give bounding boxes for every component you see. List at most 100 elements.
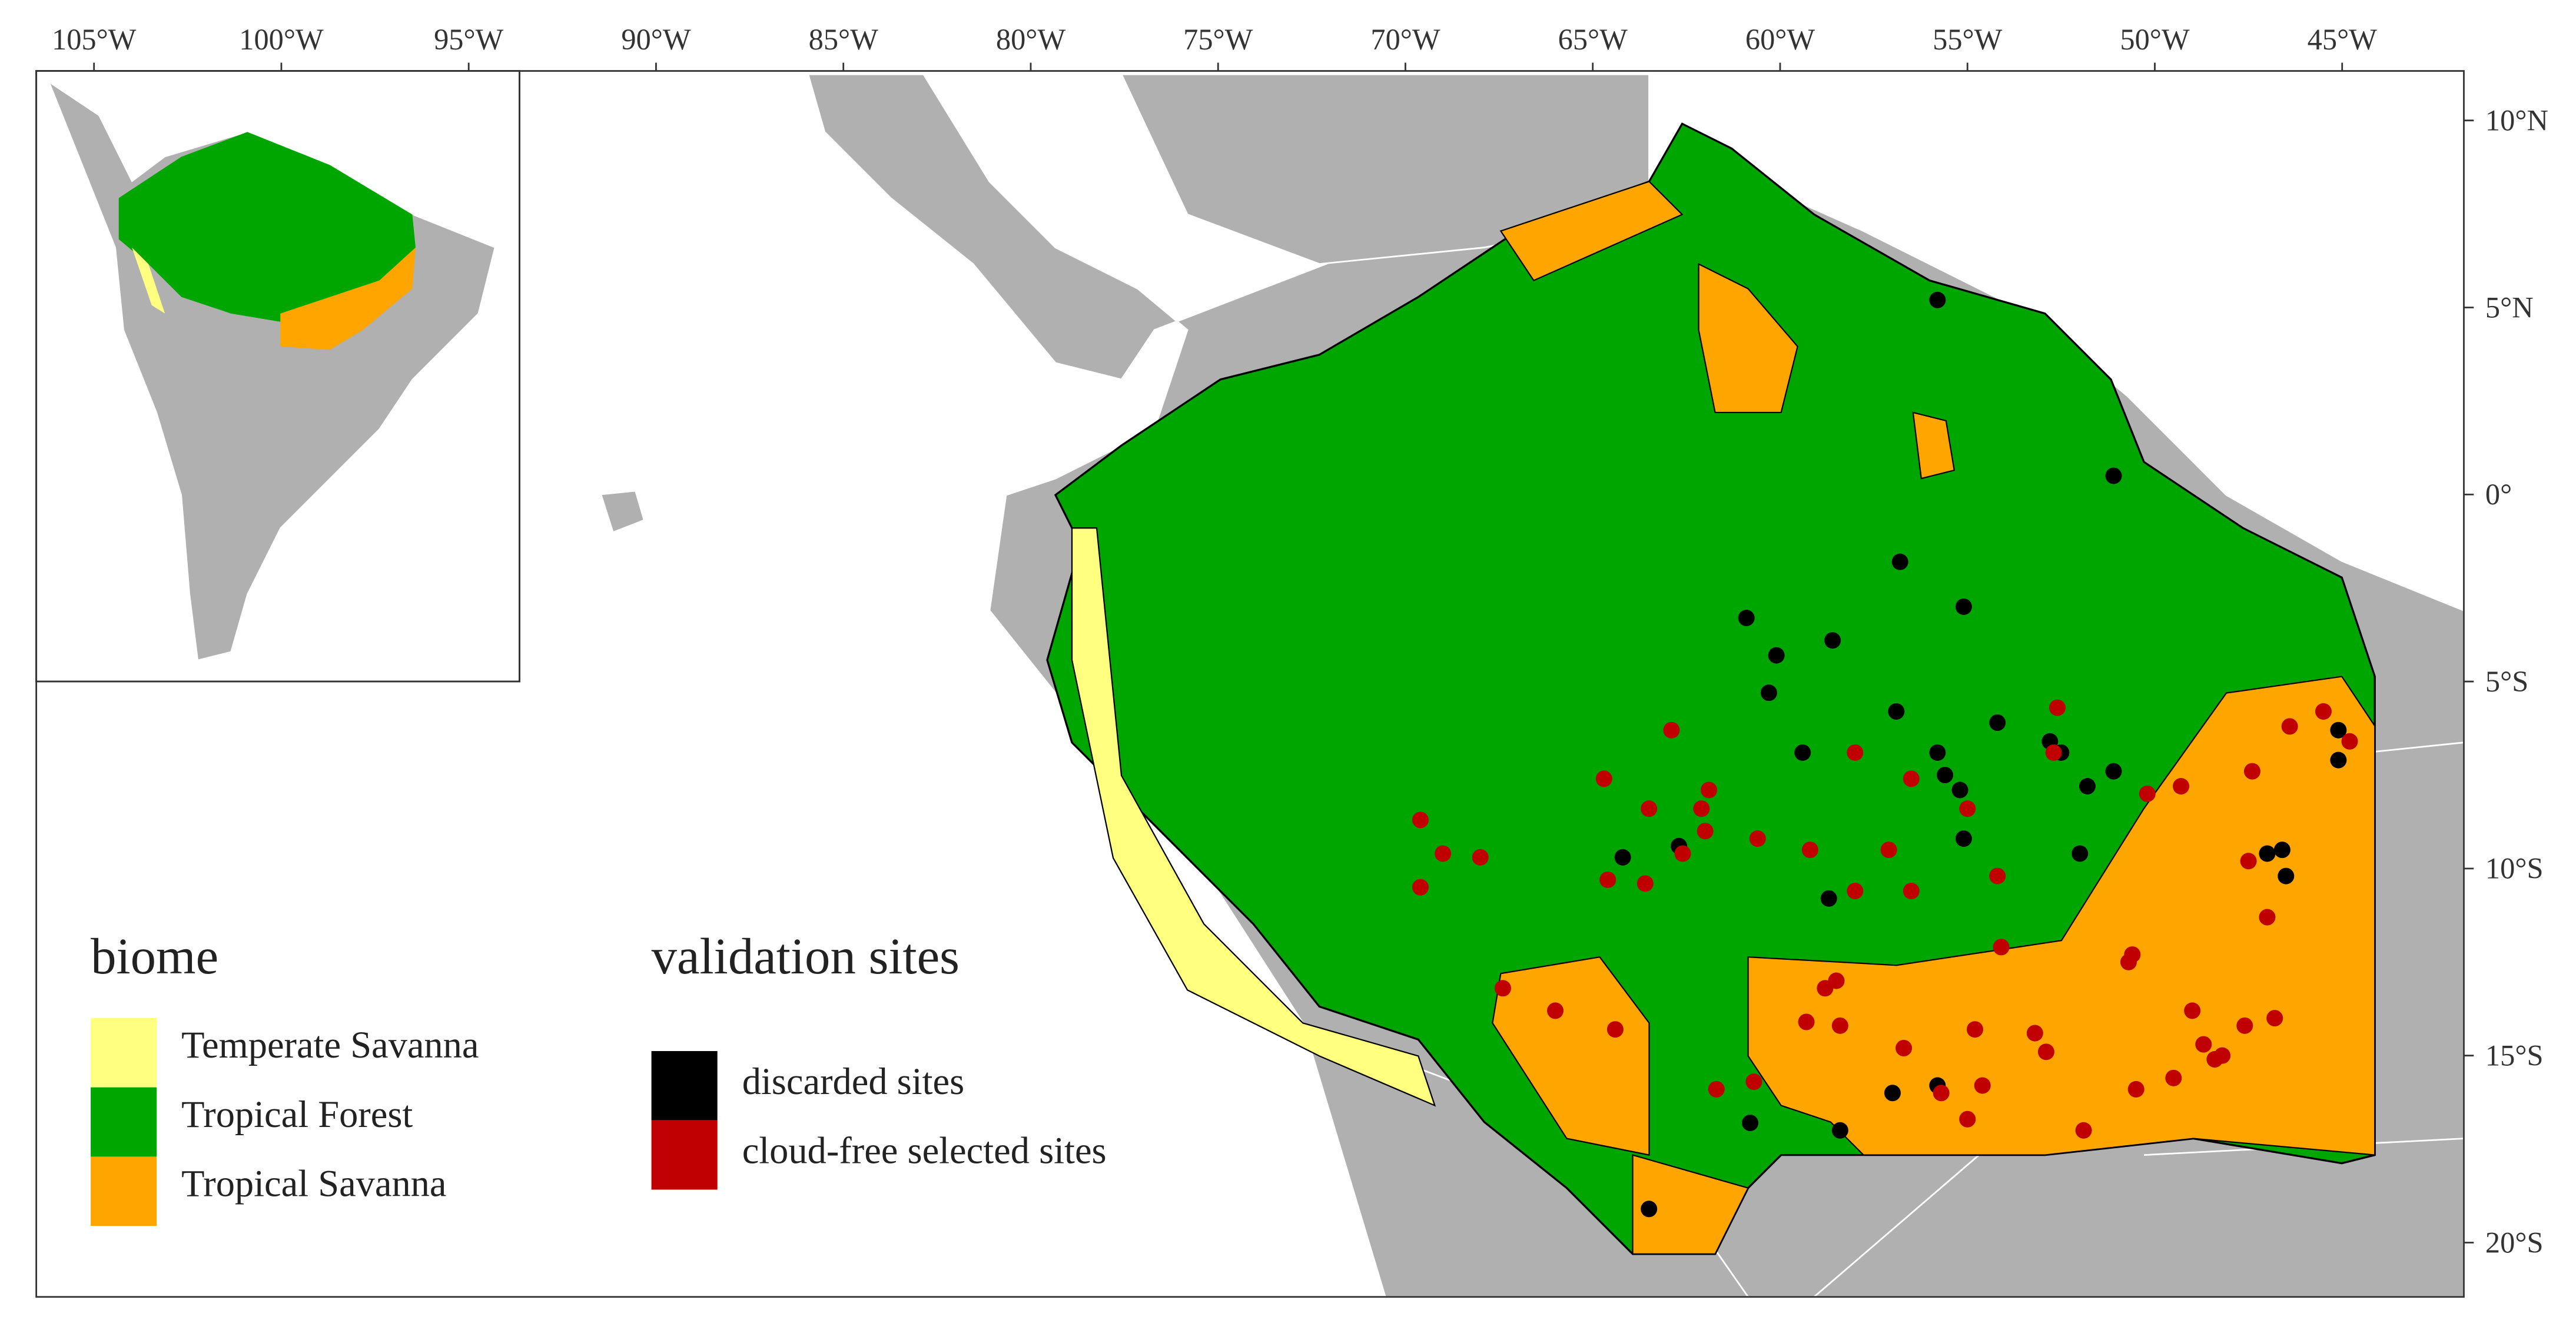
- site-marker: [1824, 632, 1841, 649]
- biome-swatch: [91, 1156, 157, 1226]
- lon-tick-label: 90°W: [621, 23, 691, 56]
- site-marker: [1831, 1017, 1848, 1034]
- site-marker: [1708, 1080, 1725, 1098]
- site-marker: [2173, 778, 2190, 795]
- site-marker: [1933, 1085, 1950, 1102]
- site-marker: [1472, 849, 1489, 866]
- site-swatch: [651, 1120, 718, 1190]
- site-marker: [1955, 830, 1972, 847]
- site-marker: [1993, 939, 2010, 956]
- site-marker: [1738, 610, 1755, 627]
- biome-label: Temperate Savanna: [181, 1024, 479, 1066]
- site-marker: [1606, 1021, 1624, 1038]
- site-marker: [2266, 1010, 2283, 1027]
- site-marker: [1903, 770, 1920, 787]
- site-marker: [2026, 1025, 2043, 1042]
- site-marker: [2315, 703, 2332, 720]
- site-marker: [2195, 1036, 2212, 1053]
- lon-tick-label: 55°W: [1933, 23, 2003, 56]
- site-marker: [2243, 763, 2260, 780]
- lon-tick-label: 50°W: [2120, 23, 2190, 56]
- site-marker: [2079, 778, 2096, 795]
- temperate-savanna-area: [1071, 527, 1436, 1107]
- site-marker: [1614, 849, 1631, 866]
- site-marker: [2105, 467, 2122, 484]
- site-marker: [1412, 812, 1429, 829]
- lon-tick-label: 60°W: [1745, 23, 1815, 56]
- site-marker: [1798, 1013, 1815, 1030]
- legend: biome validation sites Temperate Savanna…: [91, 928, 1107, 1226]
- site-marker: [1547, 1002, 1564, 1019]
- site-marker: [1891, 553, 1908, 570]
- map-frame: [35, 70, 2465, 1298]
- lon-tick-label: 105°W: [52, 23, 137, 56]
- site-marker: [1929, 291, 1946, 308]
- site-marker: [1636, 875, 1654, 892]
- site-marker: [2278, 867, 2295, 885]
- site-marker: [1989, 867, 2006, 885]
- site-marker: [1768, 647, 1785, 664]
- lat-tick-label: 20°S: [2485, 1226, 2544, 1259]
- site-marker: [1820, 890, 1837, 907]
- site-marker: [2330, 721, 2347, 739]
- site-marker: [2281, 718, 2298, 735]
- site-marker: [2124, 946, 2141, 963]
- inset-temperate-savanna: [132, 247, 165, 314]
- lat-tick-label: 15°S: [2485, 1039, 2544, 1072]
- tropical-savanna-area: [1912, 411, 1956, 480]
- site-marker: [2037, 1043, 2054, 1060]
- site-marker: [1828, 972, 1845, 989]
- site-marker: [1951, 782, 1968, 799]
- site-marker: [1494, 980, 1511, 997]
- site-marker: [1794, 744, 1811, 761]
- site-marker: [1888, 703, 1905, 720]
- site-marker: [1435, 845, 1452, 862]
- lon-tick-label: 95°W: [434, 23, 504, 56]
- inset-border: [35, 70, 520, 683]
- tropical-savanna-area: [1698, 262, 1798, 414]
- lat-tick-label: 0°: [2485, 478, 2512, 511]
- site-marker: [1599, 871, 1616, 888]
- site-marker: [2214, 1047, 2231, 1064]
- inset-map: [35, 70, 520, 683]
- site-marker: [1929, 744, 1946, 761]
- site-marker: [1831, 1122, 1848, 1139]
- lon-tick-label: 65°W: [1558, 23, 1628, 56]
- lat-tick-label: 10°N: [2485, 104, 2548, 137]
- graticule-labels: 105°W 100°W 95°W 90°W 85°W 80°W 75°W 70°W 65°W 60…: [52, 23, 2548, 1259]
- site-swatch: [651, 1050, 718, 1120]
- inset-tropical-savanna: [280, 247, 416, 350]
- land: [1120, 73, 1650, 265]
- site-marker: [2259, 845, 2276, 862]
- site-marker: [1974, 1077, 1991, 1094]
- site-marker: [1749, 830, 1766, 847]
- site-marker: [1966, 1021, 1983, 1038]
- site-marker: [1595, 770, 1612, 787]
- site-marker: [1801, 842, 1818, 859]
- lon-tick-label: 75°W: [1183, 23, 1253, 56]
- site-marker: [2240, 853, 2257, 870]
- site-marker: [1745, 1073, 1762, 1090]
- lat-tick-label: 10°S: [2485, 852, 2544, 885]
- lon-tick-label: 80°W: [996, 23, 1066, 56]
- site-marker: [1903, 883, 1920, 900]
- site-marker: [1742, 1115, 1759, 1132]
- site-marker: [2273, 842, 2290, 859]
- site-marker: [1937, 766, 1954, 784]
- site-marker: [2105, 763, 2122, 780]
- site-marker: [1693, 800, 1710, 817]
- site-marker: [2184, 1002, 2201, 1019]
- tropical-savanna-area: [1747, 676, 2376, 1156]
- site-marker: [2127, 1080, 2145, 1098]
- site-marker: [2072, 845, 2089, 862]
- site-marker: [2236, 1017, 2253, 1034]
- site-marker: [1955, 598, 1972, 615]
- biome-legend-title: biome: [91, 928, 218, 985]
- tropical-savanna-area: [1492, 956, 1650, 1156]
- site-marker: [1896, 1039, 1913, 1057]
- sites-legend-title: validation sites: [652, 928, 960, 985]
- site-marker: [1847, 883, 1864, 900]
- site-markers: [1412, 291, 2358, 1218]
